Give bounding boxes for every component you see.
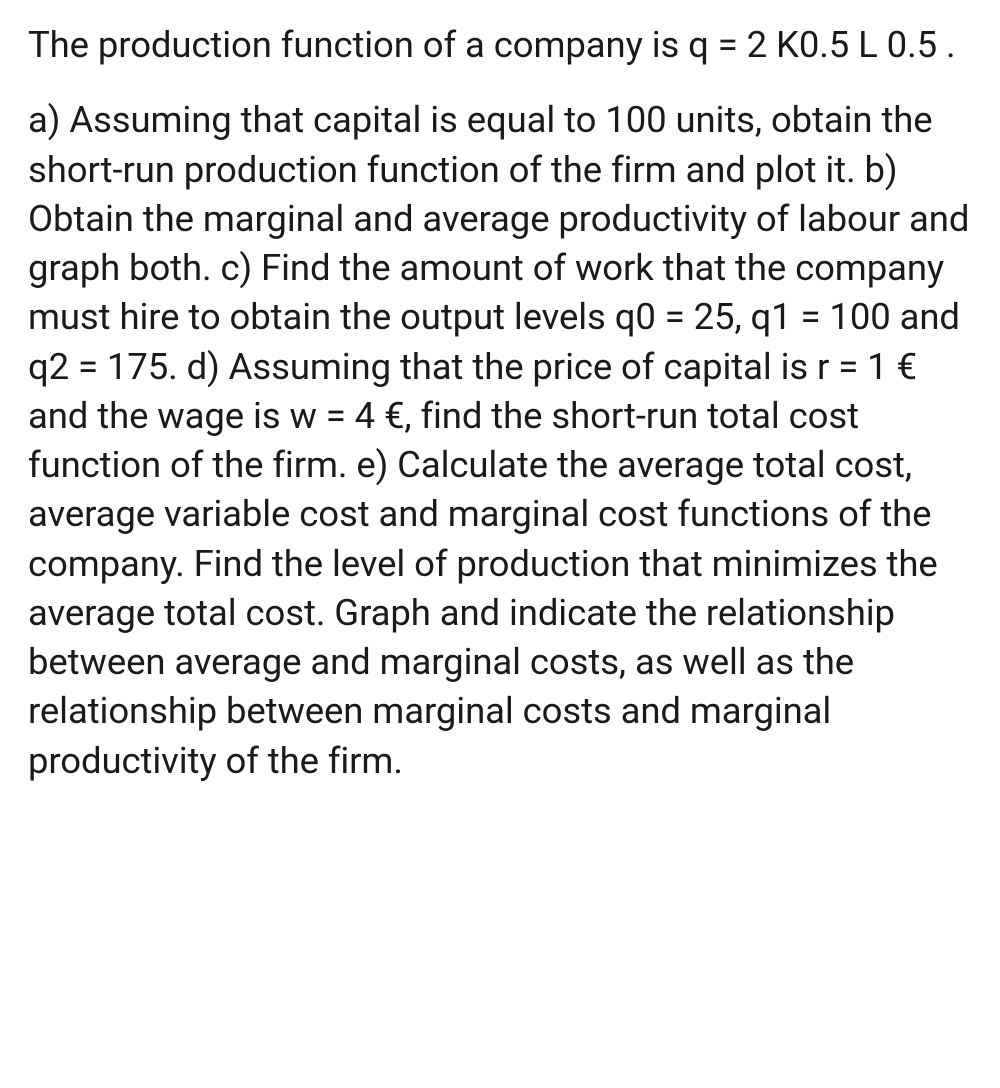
question-intro-paragraph: The production function of a company is … <box>28 20 972 69</box>
question-body-paragraph: a) Assuming that capital is equal to 100… <box>28 95 972 785</box>
